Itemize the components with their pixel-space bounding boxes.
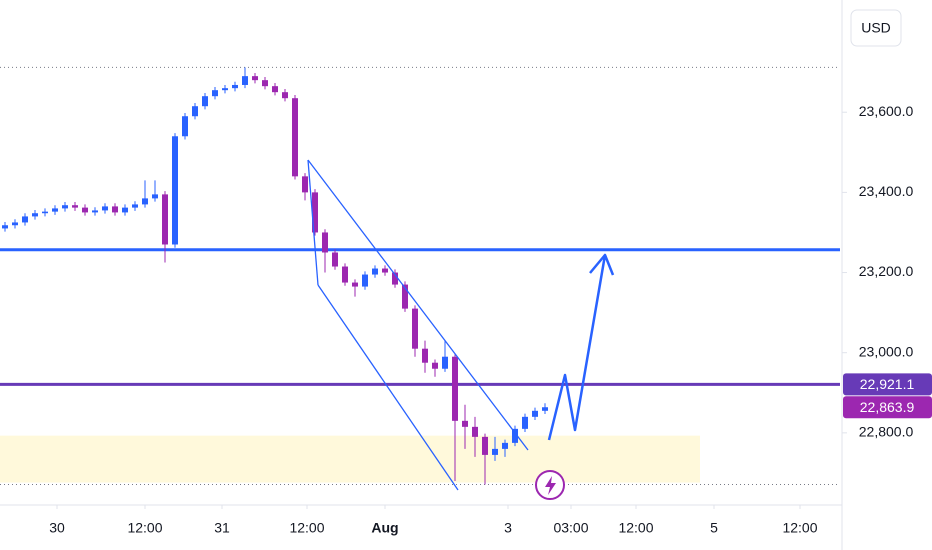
candle-body [112,206,118,213]
candle-body [472,426,478,437]
candle-body [282,92,288,99]
x-tick-label: 5 [710,520,718,536]
candle-body [62,205,68,209]
candle-body [352,282,358,287]
candle-body [222,88,228,91]
candle-body [212,90,218,97]
candle-body [502,442,508,449]
candle-body [92,210,98,213]
y-tick-label: 23,000.0 [859,343,914,359]
arrow-head [589,253,615,276]
candle-body [402,284,408,309]
candle-body [192,106,198,117]
candle-body [462,420,468,427]
projection-arrow [547,254,607,441]
y-tick-label: 23,200.0 [859,263,914,279]
candle-body [162,194,168,245]
candle-body [252,76,258,81]
candle-body [122,207,128,213]
candle-body [132,204,138,208]
candle-body [322,232,328,253]
candle-body [432,362,438,369]
candle-body [342,266,348,283]
candle-body [12,222,18,226]
support-zone [0,435,700,483]
candle-body [202,96,208,107]
price-badge [843,396,932,419]
candle-body [372,268,378,275]
candle-body [22,216,28,223]
candle-body [302,176,308,193]
currency-box[interactable] [850,9,902,47]
candle-body [512,428,518,443]
candle-body [542,407,548,411]
candle-body [232,84,238,89]
x-tick-label: 30 [49,520,65,536]
candle-body [532,410,538,417]
candle-body [82,207,88,213]
candle-body [172,136,178,245]
candle-body [152,194,158,199]
x-tick-label: 12:00 [618,520,653,536]
channel-edge [307,159,319,286]
x-tick-label: 3 [504,520,512,536]
x-tick-label: 12:00 [782,520,817,536]
candle-body [312,192,318,233]
x-tick-label: Aug [371,520,398,536]
candle-body [182,116,188,137]
candle-body [522,416,528,429]
candle-body [72,205,78,208]
y-tick-label: 22,800.0 [859,424,914,440]
candle-body [422,348,428,363]
currency: USD [861,20,891,36]
channel-lower [317,284,459,491]
candle-body [272,86,278,93]
candle-body [382,268,388,273]
candle-body [32,213,38,217]
candle-body [142,198,148,205]
candle-body [392,272,398,285]
event-bolt [545,476,556,495]
candle-body [242,76,248,85]
candle-body [2,225,8,229]
price-badge-label: 22,921.1 [860,376,915,392]
candle-body [362,274,368,287]
candle-body [452,356,458,421]
x-tick-label: 03:00 [553,520,588,536]
candle-body [52,208,58,212]
y-tick-label: 23,400.0 [859,183,914,199]
x-tick-label: 12:00 [289,520,324,536]
candle-body [292,98,298,177]
drawings [307,159,615,500]
candle-body [482,436,488,455]
candle-body [262,80,268,87]
price-badge-label: 22,863.9 [860,399,915,415]
candle-body [492,448,498,455]
x-tick-label: 12:00 [127,520,162,536]
candle-body [442,356,448,369]
candle-body [412,308,418,349]
y-tick-label: 23,600.0 [859,103,914,119]
x-tick-label: 31 [214,520,230,536]
candle-body [102,206,108,211]
candle-body [42,211,48,214]
price-badge [843,373,932,396]
channel-upper [307,159,529,451]
plot-area [0,66,840,486]
candle-body [332,252,338,267]
